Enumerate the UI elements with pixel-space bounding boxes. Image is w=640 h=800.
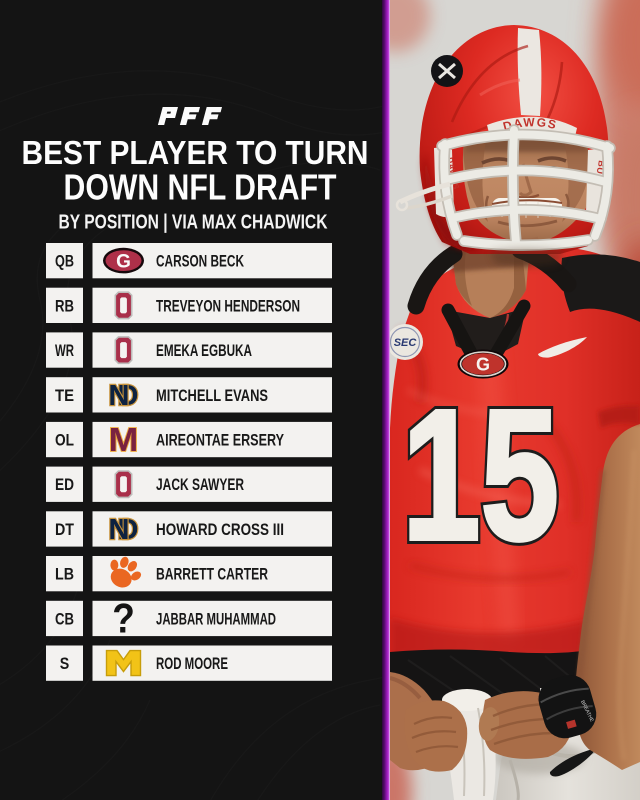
svg-text:15: 15 <box>402 372 559 579</box>
svg-text:JABBAR MUHAMMAD: JABBAR MUHAMMAD <box>156 609 276 628</box>
svg-text:JACK SAWYER: JACK SAWYER <box>156 475 244 494</box>
svg-text:BARRETT CARTER: BARRETT CARTER <box>156 565 268 584</box>
svg-text:TE: TE <box>55 387 74 405</box>
svg-text:BY POSITION | VIA MAX CHADWICK: BY POSITION | VIA MAX CHADWICK <box>59 211 328 234</box>
svg-text:ED: ED <box>55 476 74 494</box>
svg-text:N: N <box>109 380 130 412</box>
svg-text:D: D <box>118 514 139 546</box>
svg-text:N: N <box>109 514 130 546</box>
svg-text:TREVEYON HENDERSON: TREVEYON HENDERSON <box>156 296 300 315</box>
svg-text:MITCHELL EVANS: MITCHELL EVANS <box>156 386 268 405</box>
svg-text:M: M <box>109 422 139 459</box>
svg-text:OL: OL <box>55 432 74 450</box>
svg-text:CB: CB <box>55 610 74 628</box>
svg-text:D: D <box>118 380 139 412</box>
svg-text:G: G <box>116 251 131 272</box>
svg-text:LB: LB <box>55 566 74 584</box>
svg-text:N: N <box>109 380 130 412</box>
svg-text:BEST PLAYER TO TURN: BEST PLAYER TO TURN <box>22 134 369 171</box>
svg-text:N: N <box>109 514 130 546</box>
svg-text:ROD MOORE: ROD MOORE <box>156 654 228 673</box>
svg-text:EMEKA EGBUKA: EMEKA EGBUKA <box>156 341 252 360</box>
svg-text:WR: WR <box>55 342 74 360</box>
svg-text:RB: RB <box>55 297 74 315</box>
svg-text:SEC: SEC <box>394 337 418 349</box>
svg-text:QB: QB <box>55 253 74 271</box>
svg-text:?: ? <box>112 595 135 642</box>
svg-text:HOWARD CROSS III: HOWARD CROSS III <box>156 520 284 539</box>
svg-text:S: S <box>60 655 70 673</box>
svg-text:DOWN NFL DRAFT: DOWN NFL DRAFT <box>64 167 337 208</box>
svg-text:15: 15 <box>402 372 559 579</box>
svg-text:AIREONTAE ERSERY: AIREONTAE ERSERY <box>156 431 284 450</box>
svg-text:CARSON BECK: CARSON BECK <box>156 252 245 271</box>
svg-text:DT: DT <box>55 521 74 539</box>
svg-text:G: G <box>476 355 490 375</box>
